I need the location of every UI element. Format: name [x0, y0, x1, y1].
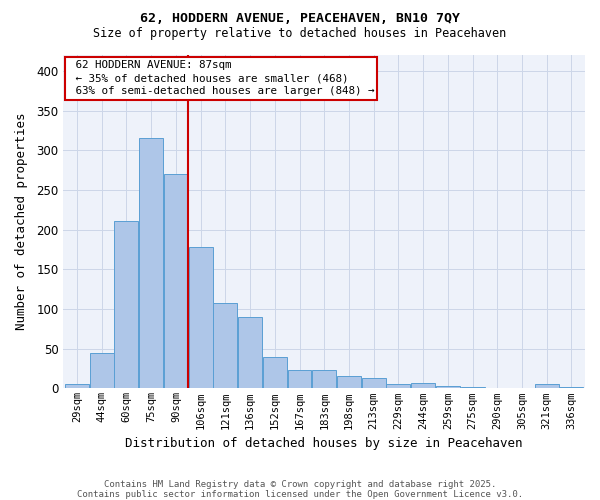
Y-axis label: Number of detached properties: Number of detached properties [15, 113, 28, 330]
Bar [312, 370, 336, 388]
Bar [386, 384, 410, 388]
Text: Size of property relative to detached houses in Peacehaven: Size of property relative to detached ho… [94, 28, 506, 40]
Bar [139, 138, 163, 388]
Bar [238, 317, 262, 388]
Bar [188, 247, 212, 388]
Bar [65, 384, 89, 388]
Text: 62 HODDERN AVENUE: 87sqm
 ← 35% of detached houses are smaller (468)
 63% of sem: 62 HODDERN AVENUE: 87sqm ← 35% of detach… [68, 60, 374, 96]
Bar [411, 383, 435, 388]
Bar [287, 370, 311, 388]
Bar [115, 221, 139, 388]
Text: Contains public sector information licensed under the Open Government Licence v3: Contains public sector information licen… [77, 490, 523, 499]
Bar [90, 354, 114, 388]
Text: 62, HODDERN AVENUE, PEACEHAVEN, BN10 7QY: 62, HODDERN AVENUE, PEACEHAVEN, BN10 7QY [140, 12, 460, 26]
Bar [164, 174, 188, 388]
Bar [337, 376, 361, 388]
Bar [362, 378, 386, 388]
Bar [461, 387, 485, 388]
Bar [263, 356, 287, 388]
Bar [535, 384, 559, 388]
Bar [214, 302, 238, 388]
Bar [559, 387, 583, 388]
X-axis label: Distribution of detached houses by size in Peacehaven: Distribution of detached houses by size … [125, 437, 523, 450]
Text: Contains HM Land Registry data © Crown copyright and database right 2025.: Contains HM Land Registry data © Crown c… [104, 480, 496, 489]
Bar [436, 386, 460, 388]
